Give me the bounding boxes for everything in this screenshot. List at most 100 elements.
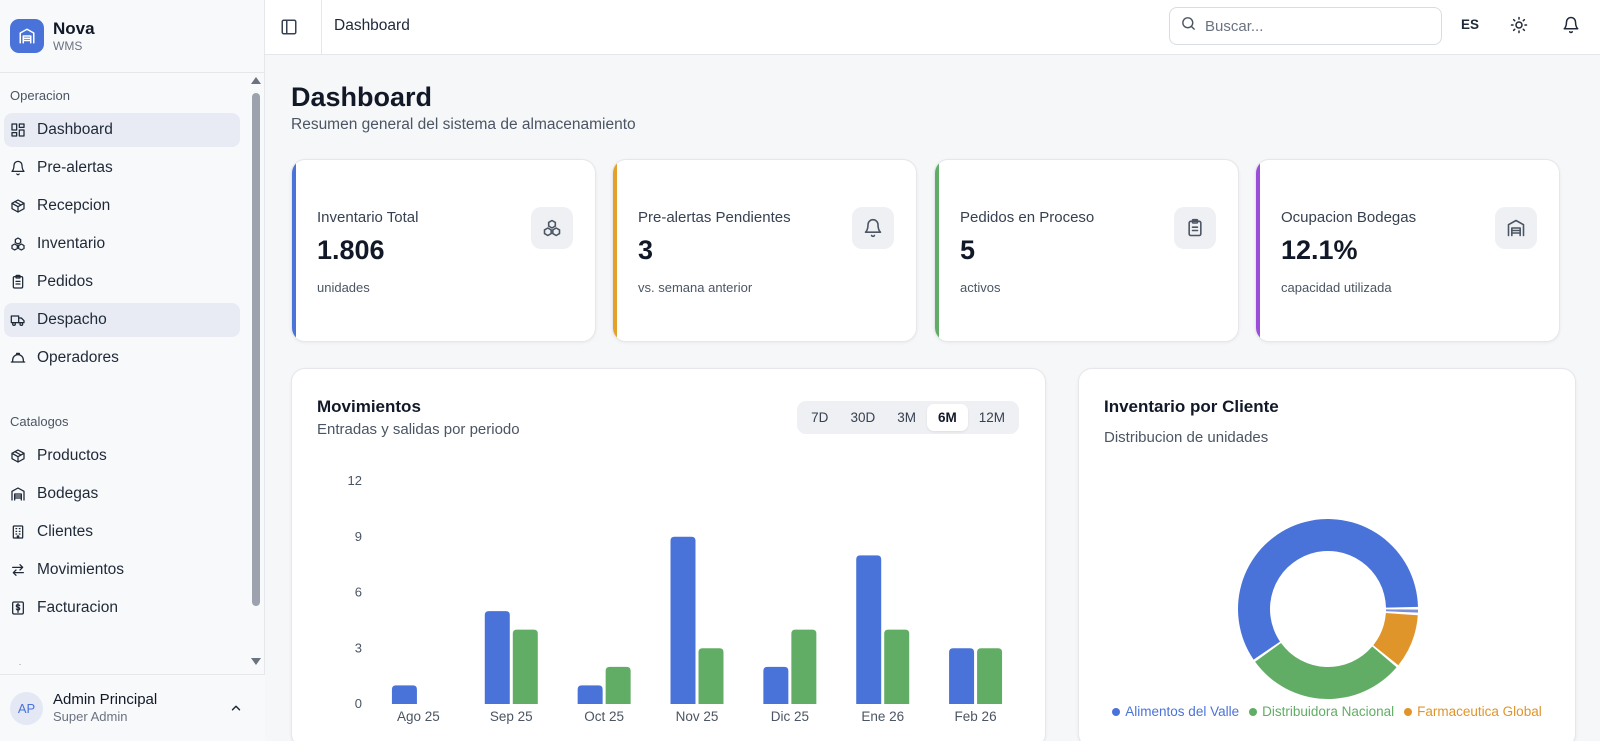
sidebar-item-despacho[interactable]: Despacho [4, 303, 240, 337]
x-tick-label: Nov 25 [676, 709, 719, 724]
range-tab-30d[interactable]: 30D [850, 410, 876, 425]
chevron-up-icon[interactable] [229, 701, 243, 720]
bar-series-1[interactable] [856, 555, 882, 704]
sidebar-item-label: Pre-alertas [37, 159, 113, 176]
sidebar-item-operadores[interactable]: Operadores [4, 341, 240, 375]
sidebar-item-bodegas[interactable]: Bodegas [4, 477, 240, 511]
movements-subtitle: Entradas y salidas por periodo [317, 421, 520, 438]
app-subtitle: WMS [53, 39, 83, 53]
warehouse-logo-icon [10, 19, 44, 53]
clients-title: Inventario por Cliente [1104, 397, 1279, 416]
clipboard-icon [1174, 207, 1216, 249]
bell-icon [852, 207, 894, 249]
sidebar-item-movimientos[interactable]: Movimientos [4, 553, 240, 587]
package-icon [10, 448, 26, 464]
language-switcher[interactable]: ES [1461, 17, 1480, 32]
x-tick-label: Oct 25 [584, 709, 624, 724]
truck-icon [10, 312, 26, 328]
bell-icon[interactable] [1562, 16, 1580, 39]
warehouse-icon [10, 486, 26, 502]
bar-series-2[interactable] [791, 629, 817, 704]
user-menu[interactable]: AP Admin Principal Super Admin [0, 674, 265, 741]
sidebar-item-label: Dashboard [37, 121, 113, 138]
range-tab-3m[interactable]: 3M [897, 410, 916, 425]
stat-accent-bar [935, 160, 939, 341]
sidebar-item-label: Recepcion [37, 197, 111, 214]
breadcrumb: Dashboard [334, 17, 410, 34]
bar-series-1[interactable] [484, 611, 510, 704]
user-role: Super Admin [53, 709, 128, 724]
legend-dot [1112, 707, 1121, 716]
legend-label: Alimentos del Valle [1125, 704, 1240, 719]
sidebar-item-inventario[interactable]: Inventario [4, 227, 240, 261]
sidebar-item-label: Facturacion [37, 599, 118, 616]
nav-section-label: Operacion [10, 88, 70, 103]
y-tick-label: 6 [355, 585, 362, 600]
search-input[interactable] [1205, 17, 1425, 35]
range-tab-6m[interactable]: 6M [926, 404, 968, 431]
sidebar-item-label: Productos [37, 447, 107, 464]
grid-icon [10, 122, 26, 138]
x-tick-label: Dic 25 [771, 709, 809, 724]
sidebar-item-pedidos[interactable]: Pedidos [4, 265, 240, 299]
stat-note: activos [960, 280, 1001, 295]
clipboard-icon [10, 274, 26, 290]
stat-accent-bar [292, 160, 296, 341]
sidebar-scrollbar[interactable] [249, 75, 263, 667]
bar-series-2[interactable] [698, 648, 724, 704]
boxes-icon [10, 236, 26, 252]
sidebar-item-productos[interactable]: Productos [4, 439, 240, 473]
stat-note: vs. semana anterior [638, 280, 753, 295]
range-tab-7d[interactable]: 7D [811, 410, 829, 425]
y-tick-label: 9 [355, 529, 362, 544]
legend-dot [1249, 707, 1258, 716]
bar-series-2[interactable] [512, 629, 538, 704]
scroll-down-arrow-icon[interactable] [251, 658, 261, 665]
sidebar-item-label: Despacho [37, 311, 107, 328]
bar-series-1[interactable] [763, 666, 789, 704]
app-name: Nova [53, 19, 95, 38]
donut-slice[interactable] [1238, 519, 1418, 660]
clients-subtitle: Distribucion de unidades [1104, 429, 1269, 446]
legend-label: Farmaceutica Global [1417, 704, 1542, 719]
y-tick-label: 3 [355, 640, 362, 655]
nav-section-label: Catalogos [10, 414, 69, 429]
sidebar-item-recepcion[interactable]: Recepcion [4, 189, 240, 223]
bar-series-2[interactable] [884, 629, 910, 704]
bar-series-1[interactable] [949, 648, 975, 704]
avatar: AP [10, 691, 43, 725]
donut-slice[interactable] [1255, 643, 1397, 699]
legend-item: Alimentos del Valle [1112, 704, 1239, 719]
stat-card: Pre-alertas Pendientes 3 vs. semana anteri… [612, 159, 917, 342]
range-tab-12m[interactable]: 12M [978, 410, 1005, 425]
scroll-up-arrow-icon[interactable] [251, 77, 261, 84]
sun-icon[interactable] [1510, 16, 1528, 39]
stat-label: Ocupacion Bodegas [1281, 209, 1417, 226]
sidebar-item-label: Clientes [37, 523, 93, 540]
sidebar-item-pre-alertas[interactable]: Pre-alertas [4, 151, 240, 185]
donut-slice[interactable] [1385, 609, 1418, 613]
sidebar-toggle-icon[interactable] [277, 15, 301, 39]
page-title: Dashboard [291, 82, 433, 112]
sidebar-item-clientes[interactable]: Clientes [4, 515, 240, 549]
chart-legend: Alimentos del Valle Distribuidora Naciona… [1079, 704, 1575, 719]
search-icon [1180, 15, 1197, 37]
sidebar-item-dashboard[interactable]: Dashboard [4, 113, 240, 147]
stat-label: Pedidos en Proceso [960, 209, 1095, 226]
bar-series-1[interactable] [577, 685, 603, 704]
stat-label: Inventario Total [317, 209, 419, 226]
x-tick-label: Feb 26 [955, 709, 997, 724]
user-name: Admin Principal [53, 691, 158, 708]
bar-series-1[interactable] [391, 685, 417, 704]
bar-series-2[interactable] [977, 648, 1003, 704]
donut-slice[interactable] [1373, 613, 1418, 666]
bar-series-2[interactable] [605, 666, 631, 704]
sidebar-item-facturacion[interactable]: Facturacion [4, 591, 240, 625]
stat-value: 12.1% [1281, 235, 1358, 265]
brand[interactable]: Nova WMS [0, 0, 264, 73]
search-box[interactable] [1169, 7, 1442, 45]
bar-series-1[interactable] [670, 536, 696, 704]
stat-note: unidades [317, 280, 370, 295]
warehouse-icon [1495, 207, 1537, 249]
scrollbar-thumb[interactable] [252, 93, 260, 606]
